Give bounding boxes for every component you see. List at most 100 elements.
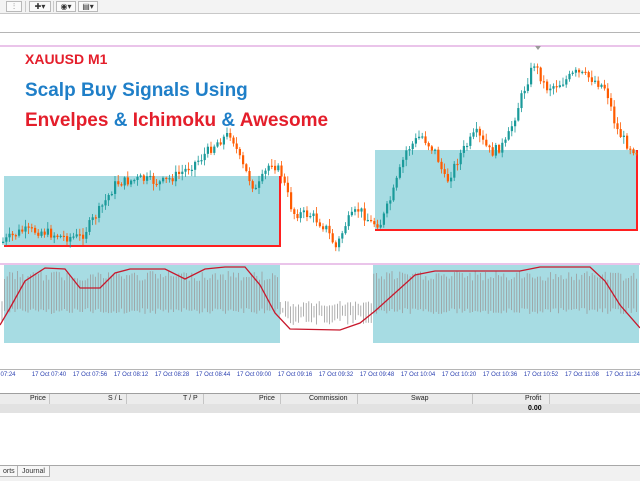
terminal-header: Price S / L T / P Price Commission Swap … (0, 393, 640, 405)
candle-body (472, 132, 475, 137)
period-icon[interactable]: ◉▾ (56, 1, 76, 12)
candle-body (482, 135, 485, 140)
candle-body (130, 180, 133, 185)
candle-body (82, 234, 85, 239)
candle-body (5, 237, 8, 242)
candle-body (283, 176, 286, 183)
candle-body (27, 226, 30, 228)
candle-body (213, 146, 216, 153)
candle-body (18, 229, 21, 236)
indicator-ichimoku: Ichimoku (132, 110, 217, 131)
candle-body (306, 210, 309, 217)
candle-body (405, 150, 408, 160)
col-swap[interactable]: Swap (358, 394, 473, 404)
time-tick-label: 17 Oct 08:28 (154, 372, 190, 378)
candle-body (123, 177, 126, 186)
candle-body (162, 177, 165, 182)
candle-body (466, 145, 469, 148)
time-tick-label: 17 Oct 11:08 (565, 372, 599, 378)
shift-marker-icon[interactable] (535, 46, 541, 50)
candle-body (146, 176, 149, 181)
candle-body (46, 228, 49, 235)
tab-journal[interactable]: Journal (17, 466, 50, 477)
time-tick-label: 17 Oct 11:24 (606, 372, 640, 378)
candle-body (469, 136, 472, 146)
candle-body (533, 66, 536, 68)
candle-body (62, 235, 65, 238)
candle-body (379, 224, 382, 228)
candle-body (2, 241, 5, 243)
candle-body (136, 176, 139, 180)
toolbar-separator (53, 1, 54, 12)
time-tick-label: 17 Oct 10:04 (400, 372, 436, 378)
profit-total-row[interactable]: 0.00 (0, 404, 640, 413)
candle-body (354, 209, 357, 212)
candle-body (606, 88, 609, 99)
candle-body (88, 220, 91, 232)
candle-body (587, 72, 590, 78)
candle-body (194, 161, 197, 170)
candle-body (142, 175, 145, 181)
col-profit[interactable]: Profit (473, 394, 550, 404)
templates-icon[interactable]: ▤▾ (78, 1, 98, 12)
candle-body (558, 85, 561, 87)
candle-body (574, 69, 577, 73)
candle-body (114, 181, 117, 194)
candle-body (437, 149, 440, 162)
add-indicator-icon[interactable]: ✚▾ (29, 1, 51, 12)
candle-body (392, 187, 395, 201)
candle-body (347, 215, 350, 227)
candle-body (360, 208, 363, 212)
col-price[interactable]: Price (0, 394, 50, 404)
candle-body (264, 170, 267, 174)
time-tick-label: 17 Oct 07:40 (31, 372, 67, 378)
candle-body (629, 148, 632, 150)
candle-body (168, 178, 171, 180)
candle-body (616, 123, 619, 130)
col-price-current[interactable]: Price (204, 394, 281, 404)
candle-body (450, 177, 453, 182)
time-tick-label: 17 Oct 09:32 (318, 372, 354, 378)
candle-body (635, 153, 638, 155)
col-sl[interactable]: S / L (50, 394, 127, 404)
candle-body (190, 169, 193, 171)
candle-body (622, 135, 625, 137)
candle-body (267, 165, 270, 171)
candle-body (475, 128, 478, 133)
candle-body (158, 181, 161, 185)
candle-body (171, 178, 174, 182)
buy-zone-1-border (4, 176, 281, 247)
candle-body (594, 80, 597, 82)
candle-body (43, 231, 46, 235)
candle-body (91, 217, 94, 221)
candle-body (494, 144, 497, 156)
buy-zone-1 (4, 176, 280, 246)
candle-body (517, 108, 520, 121)
candle-body (510, 126, 513, 132)
candle-body (120, 184, 123, 186)
col-tp[interactable]: T / P (127, 394, 204, 404)
candle-body (322, 226, 325, 230)
candle-body (280, 165, 283, 177)
candle-body (184, 168, 187, 172)
price-chart[interactable] (0, 33, 640, 369)
candle-body (219, 142, 222, 145)
candle-body (504, 139, 507, 143)
candle-body (98, 205, 101, 218)
candle-body (34, 227, 37, 233)
candle-body (30, 227, 33, 229)
candle-body (69, 236, 72, 242)
candle-body (344, 226, 347, 234)
candle-body (290, 192, 293, 210)
col-commission[interactable]: Commission (281, 394, 358, 404)
candle-body (181, 171, 184, 174)
candle-body (398, 167, 401, 178)
strategy-subtitle: Scalp Buy Signals Using (25, 80, 248, 101)
candle-body (632, 149, 635, 154)
indicators-title: Envelpes & Ichimoku & Awesome (25, 110, 328, 132)
candle-body (331, 233, 334, 243)
candle-body (421, 136, 424, 138)
candle-body (226, 132, 229, 137)
candle-body (174, 171, 177, 182)
properties-icon[interactable]: ⫶ (6, 1, 22, 12)
